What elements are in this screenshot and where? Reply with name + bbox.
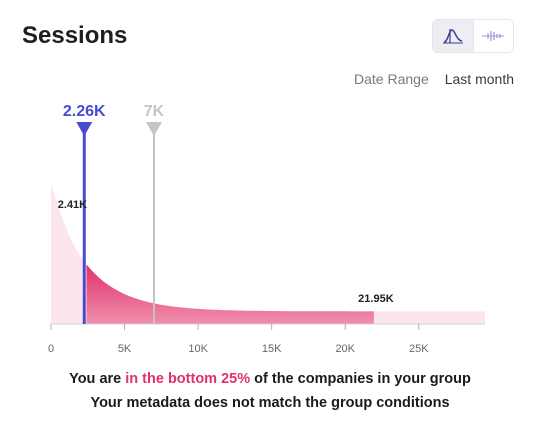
range-value-label: 2.41K — [58, 199, 87, 211]
view-toggle — [432, 19, 514, 53]
range-labels: 2.41K 21.95K — [58, 199, 394, 305]
page-title: Sessions — [22, 22, 128, 49]
metadata-notice: Your metadata does not match the group c… — [90, 395, 450, 411]
summary-suffix: of the companies in your group — [250, 371, 471, 387]
date-range: Date Range Last month — [354, 71, 514, 87]
x-tick-label: 0 — [48, 343, 54, 355]
percentile-summary: You are in the bottom 25% of the compani… — [0, 371, 540, 387]
date-range-select[interactable]: Last month — [444, 71, 514, 87]
x-tick-label: 10K — [188, 343, 208, 355]
date-range-label: Date Range — [354, 71, 429, 87]
markers: 7K 2.26K — [63, 103, 165, 324]
x-tick-label: 25K — [409, 343, 429, 355]
bars-view-button[interactable] — [472, 20, 514, 52]
marker-label: 2.26K — [63, 103, 106, 120]
x-tick-label: 5K — [118, 343, 132, 355]
range-value-label: 21.95K — [358, 293, 394, 305]
curve-view-button[interactable] — [433, 20, 473, 52]
x-axis: 0 5K 10K 15K 20K 25K — [48, 323, 485, 355]
x-tick-label: 15K — [262, 343, 282, 355]
marker-label: 7K — [144, 103, 165, 120]
summary-prefix: You are — [69, 371, 126, 387]
x-tick-label: 20K — [335, 343, 355, 355]
marker-pointer — [76, 122, 93, 136]
distribution-curve-highlight — [86, 264, 374, 324]
marker-pointer — [145, 122, 162, 136]
distribution-curve-icon — [442, 29, 463, 44]
summary-highlight: in the bottom 25% — [125, 371, 251, 387]
distribution-bars-icon — [482, 31, 505, 41]
